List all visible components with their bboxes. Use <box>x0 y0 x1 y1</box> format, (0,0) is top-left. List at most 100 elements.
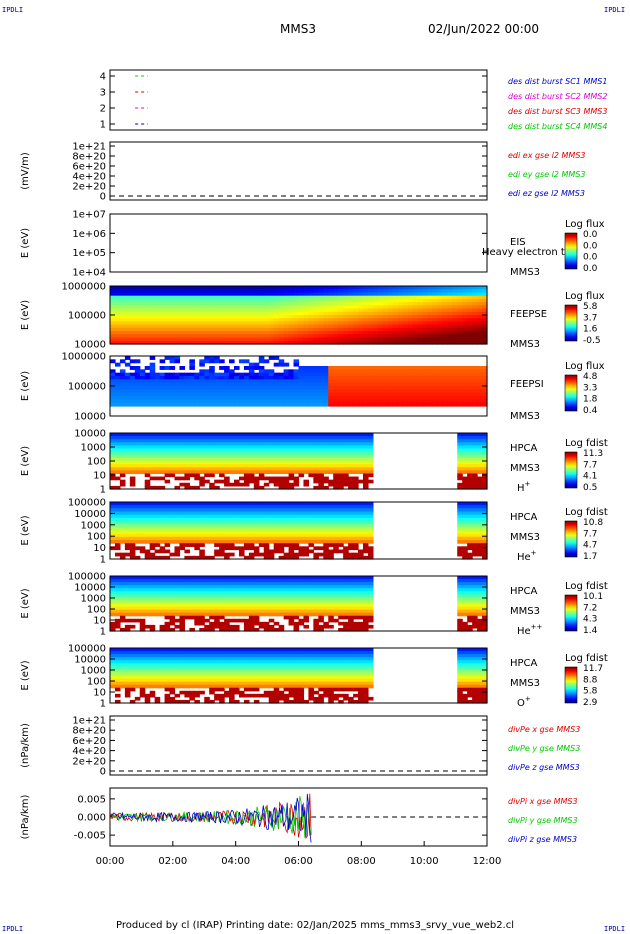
ytick-label-divpe: 6e+20 <box>72 736 106 747</box>
instrument-label-eis: EIS <box>510 237 526 248</box>
cbar-title-eis: Log flux <box>565 219 605 230</box>
panel-frame-hpca_he2 <box>109 575 488 632</box>
ytick-label-hpca_o: 1000 <box>81 666 106 677</box>
species-label-hpca_o: O+ <box>517 695 531 709</box>
ytick-label-hpca_he2: 1000 <box>81 594 106 605</box>
cbar-title-hpca_he: Log fdist <box>565 507 608 518</box>
xtick-label: 10:00 <box>410 856 439 867</box>
spacecraft-title: MMS3 <box>280 22 316 36</box>
legend-divpi: divPi x gse MMS3 <box>508 797 578 806</box>
legend-divpi: divPi z gse MMS3 <box>508 835 577 844</box>
ytick-label-hpca_he: 100000 <box>68 498 106 509</box>
ytick-label-feepsi: 10000 <box>74 412 106 423</box>
cbar-tick-feepsi: 0.4 <box>583 406 598 416</box>
species-label-hpca_he2: He++ <box>517 623 543 637</box>
cbar-title-hpca_h: Log fdist <box>565 438 608 449</box>
divpi-trace-2 <box>109 793 312 843</box>
ytick-label-edi: 2e+20 <box>72 182 106 193</box>
cbar-tick-hpca_o: 8.8 <box>583 675 598 685</box>
colorbar-hpca_he2 <box>564 594 578 632</box>
instrument-label-hpca_he: HPCA <box>510 512 538 523</box>
sc-label-feepse: MMS3 <box>510 339 540 350</box>
colorbar-feepse <box>564 304 578 342</box>
colorbar-hpca_he <box>564 520 578 558</box>
cbar-tick-feepse: -0.5 <box>583 336 601 346</box>
ytick-label-burst: 4 <box>100 72 106 83</box>
ytick-label-divpi: 0.000 <box>77 813 106 824</box>
divpi-trace-0 <box>109 793 312 840</box>
ylabel-feepse: E (eV) <box>20 300 31 330</box>
spectrogram-feepse <box>110 286 488 345</box>
ytick-label-eis: 1e+07 <box>72 210 106 221</box>
ytick-label-hpca_o: 10000 <box>74 655 106 666</box>
ytick-label-hpca_he2: 100000 <box>68 572 106 583</box>
ytick-label-hpca_h: 10000 <box>74 429 106 440</box>
ytick-label-hpca_o: 10 <box>93 688 106 699</box>
cbar-tick-eis: 0.0 <box>583 241 598 251</box>
cbar-tick-eis: 0.0 <box>583 264 598 274</box>
ytick-label-hpca_he: 1000 <box>81 520 106 531</box>
ylabel-divpe: (nPa/km) <box>20 723 31 768</box>
ytick-label-divpe: 4e+20 <box>72 746 106 757</box>
ytick-label-hpca_he: 100 <box>87 532 106 543</box>
ytick-label-burst: 2 <box>100 104 106 115</box>
cbar-tick-hpca_h: 11.3 <box>583 449 603 459</box>
panel-frame-eis <box>109 213 488 273</box>
ylabel-eis: E (eV) <box>20 228 31 258</box>
cbar-tick-eis: 0.0 <box>583 230 598 240</box>
ylabel-hpca_o: E (eV) <box>20 660 31 690</box>
instrument-label-feepsi: FEEPSI <box>510 379 544 390</box>
ytick-label-eis: 1e+04 <box>72 268 106 279</box>
legend-burst: des dist burst SC4 MMS4 <box>508 122 607 131</box>
ytick-label-hpca_he: 10 <box>93 543 106 554</box>
cbar-title-hpca_he2: Log fdist <box>565 581 608 592</box>
cbar-tick-hpca_h: 7.7 <box>583 460 597 470</box>
cbar-tick-feepsi: 4.8 <box>583 372 598 382</box>
panel-frame-hpca_o <box>109 647 488 704</box>
xtick-label: 00:00 <box>96 856 125 867</box>
ytick-label-divpe: 8e+20 <box>72 726 106 737</box>
ytick-label-feepse: 10000 <box>74 340 106 351</box>
sc-label-hpca_he2: MMS3 <box>510 606 540 617</box>
legend-edi: edi ex gse l2 MMS3 <box>508 151 586 160</box>
legend-divpe: divPe x gse MMS3 <box>508 725 580 734</box>
species-label-hpca_h: H+ <box>517 480 531 494</box>
sc-label-hpca_he: MMS3 <box>510 532 540 543</box>
colorbar-eis <box>564 232 578 270</box>
ytick-label-edi: 4e+20 <box>72 172 106 183</box>
ylabel-hpca_h: E (eV) <box>20 446 31 476</box>
cbar-tick-hpca_h: 4.1 <box>583 472 597 482</box>
ytick-label-feepsi: 1000000 <box>61 352 106 363</box>
ylabel-hpca_he2: E (eV) <box>20 588 31 618</box>
ytick-label-hpca_h: 100 <box>87 457 106 468</box>
ytick-label-hpca_he: 10000 <box>74 509 106 520</box>
ytick-label-hpca_he2: 100 <box>87 605 106 616</box>
ytick-label-eis: 1e+05 <box>72 248 106 259</box>
ytick-label-burst: 1 <box>100 120 106 131</box>
ytick-label-hpca_h: 10 <box>93 471 106 482</box>
cbar-tick-feepse: 3.7 <box>583 313 597 323</box>
ytick-label-divpe: 0 <box>100 767 106 778</box>
ytick-label-hpca_he2: 1 <box>100 627 106 638</box>
sc-label-feepsi: MMS3 <box>510 411 540 422</box>
panel-frame-burst <box>109 69 488 131</box>
spectrogram-feepsi <box>110 356 488 407</box>
cbar-tick-hpca_he: 1.7 <box>583 552 597 562</box>
legend-burst: des dist burst SC3 MMS3 <box>508 107 607 116</box>
legend-burst: des dist burst SC1 MMS1 <box>508 77 607 86</box>
ytick-label-divpe: 2e+20 <box>72 756 106 767</box>
sc-label-hpca_o: MMS3 <box>510 678 540 689</box>
corner-label-bl: IPDLI <box>2 925 24 933</box>
sc-label-hpca_h: MMS3 <box>510 463 540 474</box>
overlay-label-eis: Heavy electron tof <box>482 247 575 258</box>
legend-divpi: divPi y gse MMS3 <box>508 816 578 825</box>
instrument-label-hpca_o: HPCA <box>510 658 538 669</box>
instrument-label-feepse: FEEPSE <box>510 309 547 320</box>
ytick-label-feepse: 1000000 <box>61 282 106 293</box>
spectrogram-hpca_he2 <box>110 576 488 632</box>
cbar-tick-feepse: 1.6 <box>583 325 598 335</box>
panel-frame-divpe <box>109 715 488 776</box>
cbar-tick-hpca_h: 0.5 <box>583 483 597 493</box>
colorbar-feepsi <box>564 374 578 412</box>
